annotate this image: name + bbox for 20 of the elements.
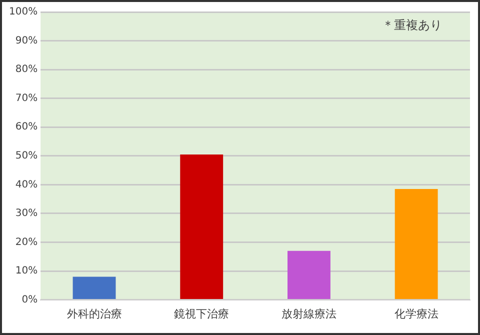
bar (394, 188, 438, 300)
x-tick-label: 放射線療法 (281, 307, 336, 320)
x-tick-label: 鏡視下治療 (174, 307, 230, 320)
x-tick-label: 外科的治療 (66, 307, 122, 320)
y-tick-label: 50% (15, 150, 38, 162)
y-tick-label: 0% (22, 294, 38, 306)
y-tick-label: 70% (15, 92, 38, 104)
y-tick-label: 80% (15, 64, 38, 76)
y-tick-label: 60% (15, 122, 38, 133)
bar (180, 154, 224, 300)
y-tick-label: 20% (15, 236, 38, 248)
bar (288, 250, 330, 300)
y-tick-label: 30% (15, 208, 38, 220)
y-tick-label: 40% (15, 179, 38, 190)
y-tick-label: 90% (15, 35, 38, 46)
y-tick-label: 100% (8, 6, 38, 18)
bar (72, 276, 116, 300)
annotation: ＊重複あり (382, 18, 442, 32)
x-tick-label: 化学療法 (394, 307, 438, 320)
y-tick-label: 10% (15, 266, 38, 277)
